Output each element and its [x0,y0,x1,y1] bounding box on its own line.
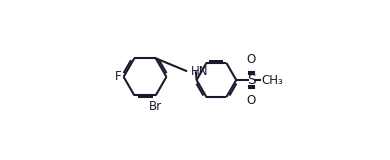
Text: O: O [247,94,256,107]
Text: Br: Br [149,100,162,113]
Text: CH₃: CH₃ [262,73,284,87]
Text: O: O [247,53,256,66]
Text: HN: HN [191,65,209,78]
Text: S: S [247,73,256,87]
Text: F: F [115,70,121,83]
